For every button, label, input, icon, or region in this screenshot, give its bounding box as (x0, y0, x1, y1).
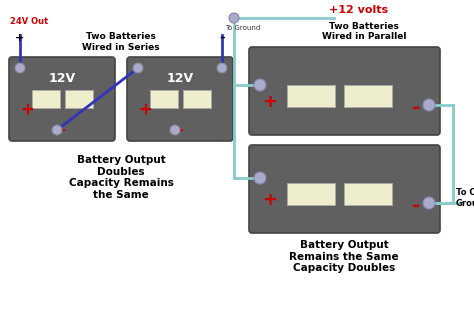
Circle shape (133, 63, 143, 73)
Bar (287, 85, 335, 107)
Circle shape (423, 99, 435, 111)
Bar (32, 90, 60, 108)
Bar (183, 90, 211, 108)
Text: –: – (58, 123, 65, 137)
Text: 12V: 12V (48, 72, 75, 85)
FancyBboxPatch shape (9, 57, 115, 141)
FancyBboxPatch shape (249, 47, 440, 135)
Text: –: – (219, 33, 225, 43)
Circle shape (423, 197, 435, 209)
Text: 24V Out: 24V Out (10, 17, 48, 26)
Text: +12 volts: +12 volts (329, 5, 389, 15)
Circle shape (52, 125, 62, 135)
Text: +: + (15, 33, 25, 43)
Text: +: + (138, 101, 152, 119)
Circle shape (217, 63, 227, 73)
Text: –: – (176, 123, 183, 137)
Circle shape (229, 13, 239, 23)
Circle shape (15, 63, 25, 73)
Text: 12V: 12V (166, 72, 193, 85)
Text: To Ground: To Ground (225, 25, 260, 31)
Circle shape (170, 125, 180, 135)
Text: +: + (263, 191, 277, 209)
Text: Two Batteries
Wired in Parallel: Two Batteries Wired in Parallel (322, 22, 406, 41)
Circle shape (254, 172, 266, 184)
Text: Two Batteries
Wired in Series: Two Batteries Wired in Series (82, 32, 160, 52)
Bar (344, 183, 392, 205)
Text: To Chassis
Ground: To Chassis Ground (456, 188, 474, 208)
Text: Battery Output
Remains the Same
Capacity Doubles: Battery Output Remains the Same Capacity… (289, 240, 399, 273)
Bar (287, 183, 335, 205)
Bar (344, 85, 392, 107)
Text: +: + (263, 93, 277, 111)
Circle shape (254, 79, 266, 91)
Text: +: + (20, 101, 34, 119)
Text: –: – (411, 99, 419, 117)
FancyBboxPatch shape (249, 145, 440, 233)
FancyBboxPatch shape (127, 57, 233, 141)
Text: –: – (411, 197, 419, 215)
Bar (65, 90, 93, 108)
Text: Battery Output
Doubles
Capacity Remains
the Same: Battery Output Doubles Capacity Remains … (69, 155, 173, 200)
Bar (150, 90, 178, 108)
